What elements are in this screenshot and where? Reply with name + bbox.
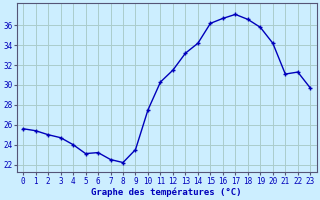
X-axis label: Graphe des températures (°C): Graphe des températures (°C) <box>92 187 242 197</box>
